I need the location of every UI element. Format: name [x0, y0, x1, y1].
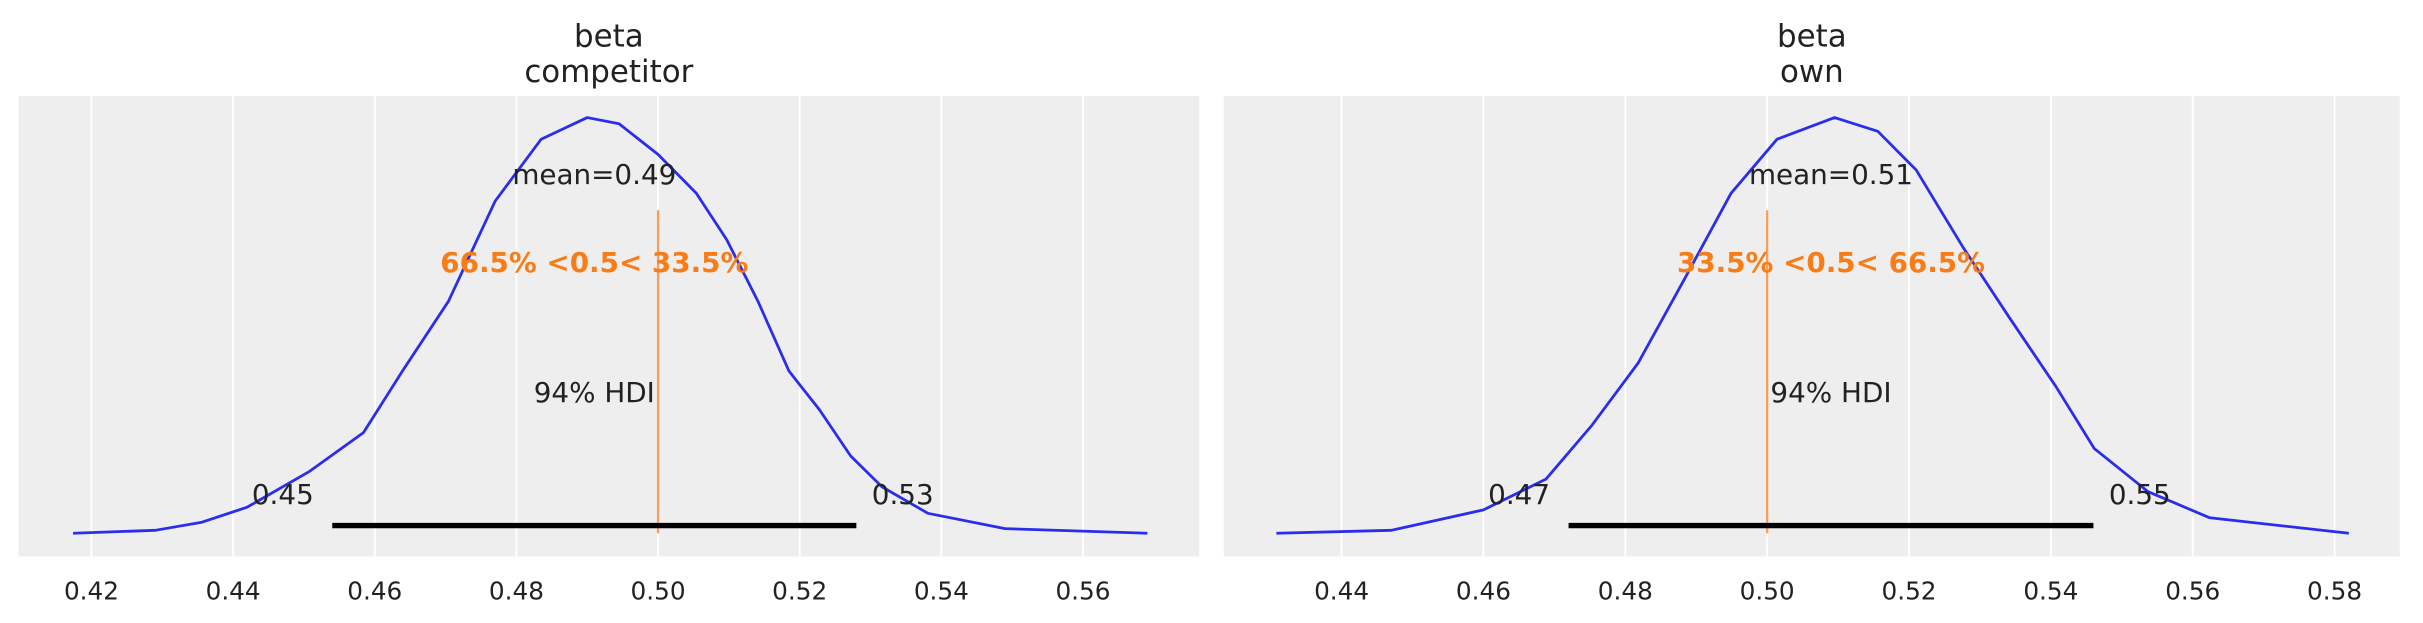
x-tick-label: 0.48: [489, 577, 544, 606]
x-tick-label: 0.52: [1881, 577, 1936, 606]
density-curve: [73, 116, 1148, 535]
x-tick-label: 0.52: [772, 577, 827, 606]
hdi-high-label: 0.55: [2109, 478, 2171, 511]
title-line: beta: [1777, 18, 1847, 54]
plot-background: [1223, 95, 2400, 557]
x-tick-label: 0.44: [206, 577, 261, 606]
mean-label: mean=0.49: [512, 158, 676, 191]
mean-label: mean=0.51: [1749, 158, 1913, 191]
x-tick-label: 0.56: [1055, 577, 1110, 606]
x-tick-label: 0.54: [2023, 577, 2078, 606]
hdi-high-label: 0.53: [872, 478, 934, 511]
x-tick-label: 0.42: [64, 577, 119, 606]
x-tick-label: 0.46: [347, 577, 402, 606]
title-line: competitor: [524, 54, 693, 90]
x-tick-label: 0.56: [2165, 577, 2220, 606]
hdi-low-label: 0.47: [1488, 478, 1550, 511]
x-tick-label: 0.54: [914, 577, 969, 606]
title-line: own: [1780, 54, 1844, 90]
x-tick-label: 0.44: [1314, 577, 1369, 606]
hdi-label: 94% HDI: [1770, 376, 1891, 409]
reference-label: 33.5% <0.5< 66.5%: [1677, 246, 1985, 279]
title-line: beta: [574, 18, 644, 54]
x-tick-label: 0.50: [631, 577, 686, 606]
plot-background: [18, 95, 1200, 557]
x-tick-label: 0.46: [1456, 577, 1511, 606]
density-curve: [1276, 116, 2349, 535]
hdi-low-label: 0.45: [252, 478, 314, 511]
x-tick-label: 0.50: [1740, 577, 1795, 606]
x-tick-label: 0.48: [1598, 577, 1653, 606]
hdi-label: 94% HDI: [534, 376, 655, 409]
reference-label: 66.5% <0.5< 33.5%: [440, 246, 748, 279]
x-tick-label: 0.58: [2307, 577, 2362, 606]
